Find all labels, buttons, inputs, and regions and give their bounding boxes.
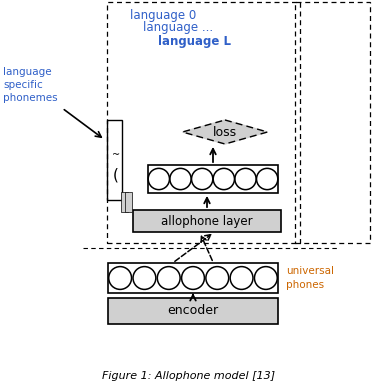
Text: (: ( (113, 167, 119, 182)
Bar (108, 298, 278, 324)
Text: language
specific
phonemes: language specific phonemes (3, 67, 57, 103)
Text: language ...: language ... (143, 22, 213, 35)
Text: encoder: encoder (167, 305, 218, 318)
Bar (108, 263, 278, 293)
Text: loss: loss (213, 126, 237, 139)
Bar (125, 192, 132, 212)
Bar (107, 2, 300, 243)
Text: ~: ~ (112, 150, 120, 160)
Bar (107, 120, 122, 200)
Text: language 0: language 0 (130, 8, 196, 22)
Bar (133, 210, 281, 232)
Text: universal
phones: universal phones (286, 266, 334, 290)
Bar (148, 165, 278, 193)
Text: allophone layer: allophone layer (161, 215, 253, 227)
Bar (121, 192, 128, 212)
Text: Figure 1: Allophone model [13]: Figure 1: Allophone model [13] (102, 371, 276, 381)
Bar (295, 2, 370, 243)
Text: language L: language L (158, 35, 231, 48)
Polygon shape (183, 120, 268, 144)
